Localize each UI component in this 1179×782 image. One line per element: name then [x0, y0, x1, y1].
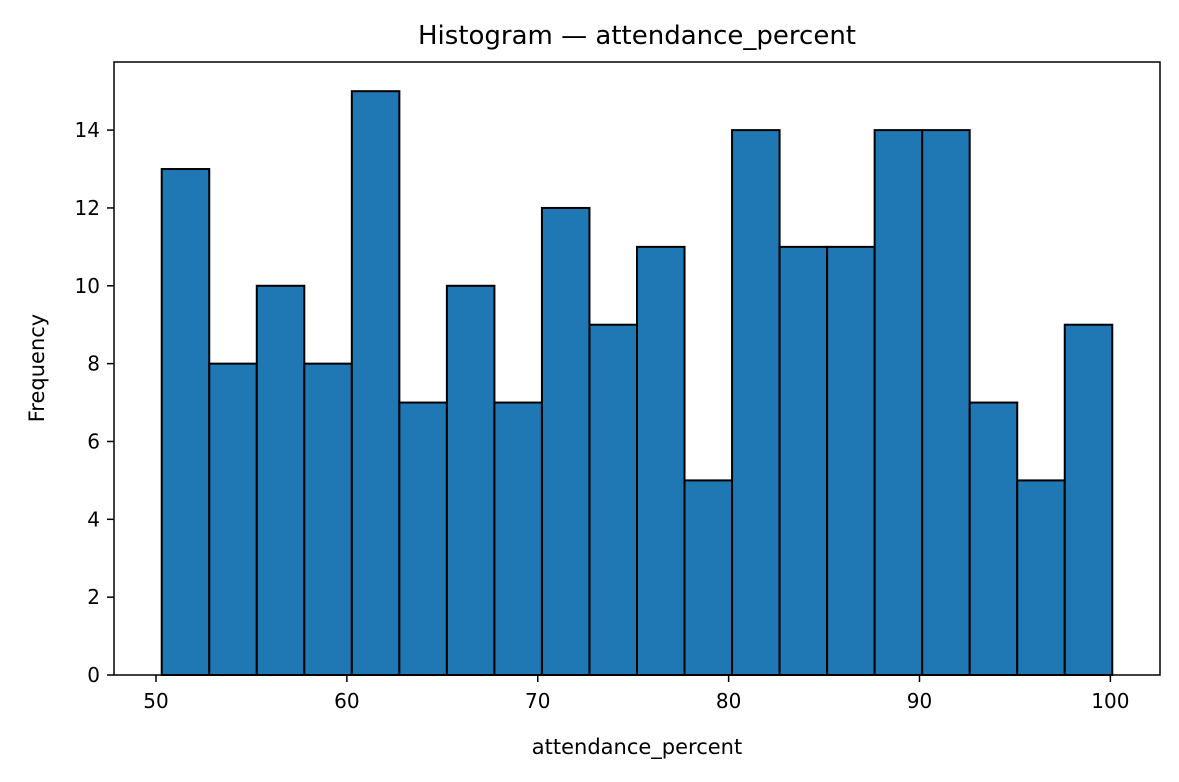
x-axis-label: attendance_percent [532, 735, 742, 760]
histogram-bar [303, 362, 353, 676]
axes-frame [113, 61, 1161, 676]
chart-title: Histogram — attendance_percent [418, 21, 856, 51]
histogram-bar [1063, 323, 1114, 676]
histogram-bar [493, 401, 543, 676]
x-tick-label: 50 [143, 689, 168, 713]
bars-layer [160, 90, 1114, 677]
histogram-bar [873, 129, 924, 677]
histogram-bar [826, 245, 876, 676]
histogram-bar [731, 129, 781, 677]
histogram-bar [255, 284, 306, 676]
y-tick-label: 2 [87, 585, 100, 609]
y-tick-label: 4 [87, 507, 100, 531]
y-tick-label: 10 [75, 274, 100, 298]
histogram-bar [540, 206, 591, 676]
histogram-bar [1016, 479, 1066, 676]
x-tick-label: 90 [907, 689, 932, 713]
histogram-bar [350, 90, 401, 676]
histogram-bar [208, 362, 258, 676]
histogram-bar [636, 245, 686, 676]
x-tick-label: 60 [334, 689, 359, 713]
y-tick-label: 12 [75, 196, 100, 220]
x-tick-label: 70 [525, 689, 550, 713]
x-tick-label: 80 [716, 689, 741, 713]
histogram-bar [588, 323, 639, 676]
y-axis-label: Frequency [25, 314, 49, 423]
y-axis: 0 2 4 6 8 10 12 14 [75, 118, 114, 687]
histogram-bar [921, 129, 971, 677]
x-axis: 50 60 70 80 90 100 [143, 675, 1129, 713]
y-tick-label: 0 [87, 663, 100, 687]
histogram-bar [968, 401, 1019, 676]
x-tick-label: 100 [1091, 689, 1129, 713]
histogram-bar [160, 168, 211, 677]
histogram-bar [683, 479, 734, 676]
histogram-bar [398, 401, 448, 676]
y-tick-label: 6 [87, 429, 100, 453]
y-tick-label: 8 [87, 352, 100, 376]
histogram-bar [445, 284, 496, 676]
histogram-bar [778, 245, 829, 676]
y-tick-label: 14 [75, 118, 100, 142]
